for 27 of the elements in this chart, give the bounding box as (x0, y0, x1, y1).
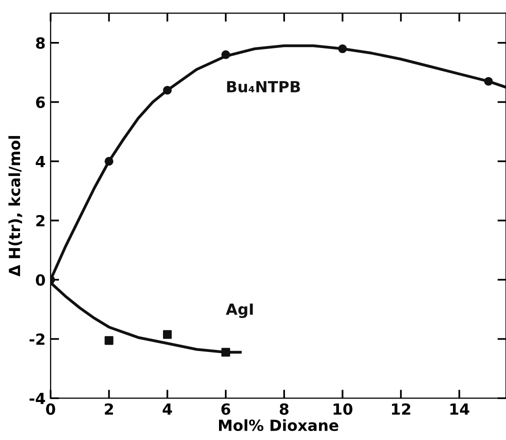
point (104, 156, 114, 166)
y-tick-label: 4 (36, 156, 46, 168)
y-tick-label: 0 (36, 274, 46, 286)
x-tick-label: 6 (221, 403, 230, 415)
x-tick-label: 10 (334, 403, 352, 415)
text: AgI (226, 304, 253, 318)
y-tick-label: -2 (30, 333, 44, 345)
x-tick-label: 14 (450, 404, 470, 415)
y-tick-label: -4 (30, 392, 46, 404)
point (221, 348, 230, 357)
point (104, 336, 114, 345)
x-tick-label: 4 (162, 404, 172, 415)
y-tick-label: 8 (36, 37, 45, 49)
y-axis-title: Δ H(tr), kcal/mol (8, 136, 22, 277)
x-axis-title: Mol% Dioxane (219, 419, 338, 432)
point (484, 76, 493, 86)
point (338, 44, 347, 54)
series-label: Bu₄NTPB (227, 81, 300, 92)
point (163, 330, 172, 339)
point (163, 86, 172, 95)
y-tick-label: 2 (36, 214, 44, 226)
point (221, 50, 230, 60)
x-tick-label: 12 (392, 403, 410, 415)
x-tick-label: 2 (104, 403, 113, 415)
y-tick-label: 6 (36, 96, 45, 108)
x-tick-label: 8 (280, 403, 289, 415)
x-tick-label: 0 (46, 403, 56, 415)
